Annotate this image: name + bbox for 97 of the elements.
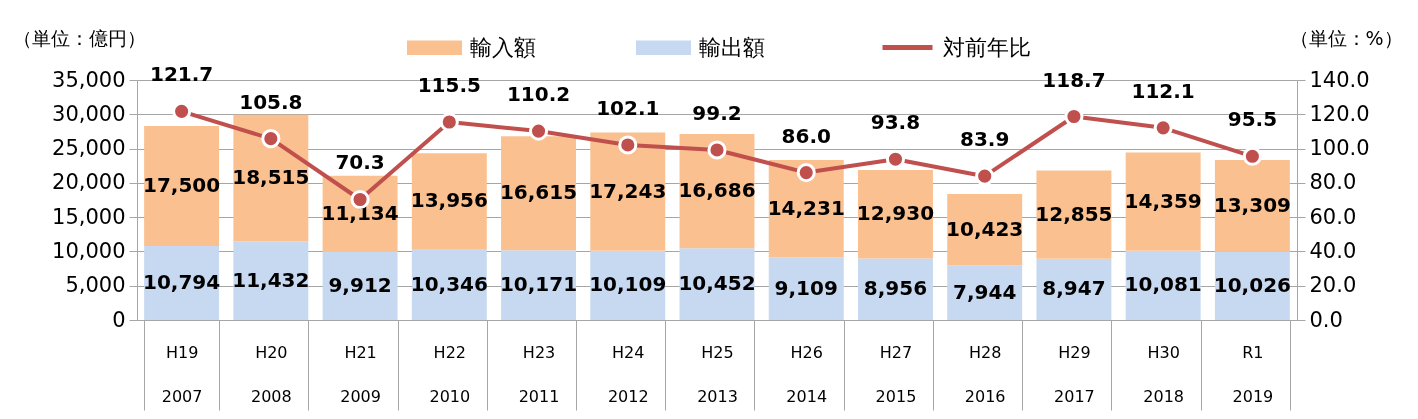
bar [411,153,487,250]
bar [144,125,220,246]
data-label: 86.0 [781,123,831,148]
data-label: 121.7 [149,62,214,87]
y2-tick-label: 140.0 [1309,67,1370,92]
data-label: 105.8 [239,89,303,114]
data-label: 10,026 [1213,272,1291,297]
point [975,166,995,186]
point [172,101,192,121]
category-label: H22 2010 [429,342,471,406]
category-label: H23 2011 [518,342,560,406]
data-label: 99.2 [692,100,742,125]
data-label: 10,346 [410,271,488,296]
legend-label: 輸出額 [699,34,765,60]
data-label: 110.2 [506,82,571,107]
data-label: 14,359 [1124,188,1202,213]
data-label: 10,171 [499,272,578,297]
bar [322,252,398,320]
data-label: 11,134 [321,200,399,225]
y-axis-title: （単位：億円） [12,26,146,49]
y2-tick-label: 40.0 [1309,238,1357,263]
category-label: H29 2017 [1054,342,1095,406]
bar [590,132,666,251]
data-label: 12,855 [1035,201,1113,226]
y2-tick-label: 80.0 [1309,170,1357,195]
data-label: 17,243 [589,178,667,203]
point [1153,118,1173,138]
category-label: H27 2015 [875,342,917,406]
bar [1036,170,1112,259]
data-label: 10,109 [589,272,667,297]
bar [233,114,309,242]
data-label: 14,231 [767,195,845,220]
y-tick-label: 0 [112,307,126,332]
category-label: H19 2007 [161,342,203,406]
category-label: R1 2019 [1232,342,1274,406]
bar [768,159,844,258]
y-tick-label: 35,000 [52,67,126,92]
bar [501,136,577,251]
y2-tick-label: 120.0 [1309,101,1370,126]
category-label: H25 2013 [697,342,738,406]
category-label: H24 2012 [607,342,649,406]
data-label: 13,309 [1213,192,1291,217]
data-label: 8,956 [863,276,928,301]
data-label: 16,686 [678,178,756,203]
data-label: 9,912 [328,273,392,298]
category-label: H26 2014 [786,342,828,406]
data-label: 16,615 [499,180,578,205]
bar [233,241,309,320]
data-label: 10,794 [143,269,221,294]
point [261,129,281,149]
data-label: 70.3 [335,150,385,175]
data-label: 12,930 [856,201,935,226]
y2-tick-label: 60.0 [1309,204,1357,229]
y-tick-label: 10,000 [52,238,126,263]
data-label: 10,423 [946,216,1024,241]
data-label: 17,500 [143,172,221,197]
y2-tick-label: 20.0 [1309,273,1357,298]
data-label: 93.8 [870,110,921,135]
data-label: 7,944 [953,279,1017,304]
point [796,163,816,183]
point [528,121,549,141]
data-label: 10,452 [678,271,756,296]
point [439,112,459,132]
point [707,140,727,160]
legend-label: 対前年比 [943,34,1031,60]
data-label: 11,432 [232,267,310,292]
category-label: H30 2018 [1143,342,1185,406]
data-label: 118.7 [1042,67,1106,92]
y-tick-label: 20,000 [52,170,126,195]
legend-label: 輸入額 [470,34,536,60]
bar [1125,152,1201,251]
point [618,135,638,155]
y2-tick-label: 100.0 [1309,136,1370,161]
bar [501,250,577,320]
y-tick-label: 25,000 [52,136,126,161]
data-label: 8,947 [1042,276,1106,301]
point [885,149,906,169]
data-label: 83.9 [960,127,1010,152]
y2-axis-title: （単位：%） [1289,26,1403,49]
data-label: 10,081 [1124,272,1202,297]
data-label: 9,109 [774,275,838,300]
data-label: 18,515 [232,165,310,190]
data-label: 95.5 [1227,107,1278,132]
category-label: H20 2008 [250,342,292,406]
point [1242,146,1262,166]
data-label: 115.5 [417,73,481,97]
y2-tick-label: 0.0 [1309,307,1343,332]
bar [857,169,933,259]
y-tick-label: 15,000 [52,204,126,229]
data-label: 13,956 [410,188,488,213]
y-tick-label: 5,000 [65,273,126,298]
category-label: H28 2016 [964,342,1006,406]
data-label: 102.1 [596,95,660,120]
bar [1214,159,1290,252]
y-tick-label: 30,000 [52,101,126,126]
data-label: 112.1 [1131,78,1195,103]
category-label: H21 2009 [340,342,381,406]
